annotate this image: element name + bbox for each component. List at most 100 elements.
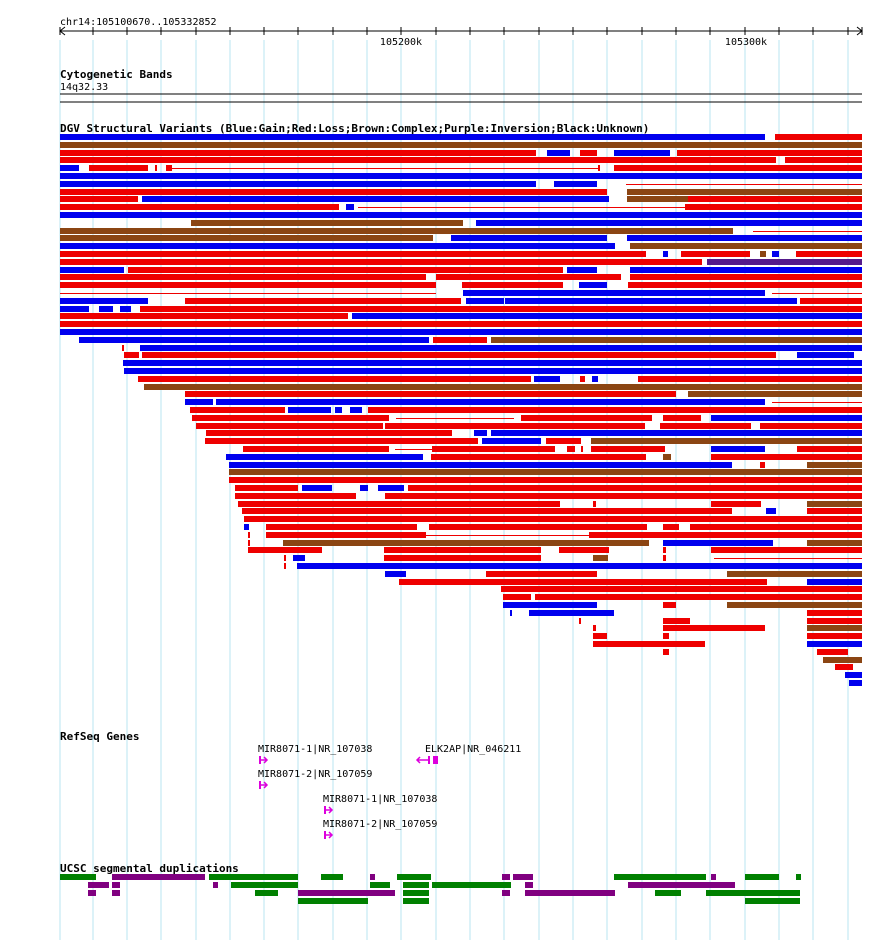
dgv-variant-bar[interactable] (663, 251, 668, 257)
segdup-bar[interactable] (255, 890, 278, 896)
minus-strand-arrow-icon[interactable] (415, 756, 428, 764)
dgv-variant-bar[interactable] (124, 368, 862, 374)
gene-exon[interactable] (433, 756, 438, 764)
segdup-bar[interactable] (502, 874, 510, 880)
dgv-variant-bar[interactable] (436, 274, 621, 280)
dgv-variant-bar[interactable] (155, 165, 157, 171)
plus-strand-arrow-icon[interactable] (325, 831, 334, 839)
segdup-bar[interactable] (711, 874, 716, 880)
dgv-variant-bar[interactable] (627, 196, 688, 202)
dgv-variant-bar[interactable] (192, 415, 389, 421)
dgv-variant-bar[interactable] (122, 345, 124, 351)
segdup-bar[interactable] (525, 882, 533, 888)
dgv-variant-bar[interactable] (123, 360, 862, 366)
dgv-variant-bar[interactable] (60, 251, 646, 257)
dgv-variant-bar[interactable] (593, 555, 608, 561)
dgv-variant-bar[interactable] (248, 547, 322, 553)
gene-exon[interactable] (428, 756, 430, 764)
dgv-variant-bar[interactable] (128, 267, 563, 273)
dgv-variant-bar[interactable] (140, 306, 862, 312)
dgv-variant-bar[interactable] (796, 251, 862, 257)
dgv-variant-bar[interactable] (352, 313, 382, 319)
dgv-variant-bar[interactable] (486, 571, 597, 577)
dgv-variant-bar[interactable] (350, 407, 362, 413)
dgv-variant-bar[interactable] (807, 641, 862, 647)
dgv-variant-bar[interactable] (580, 376, 585, 382)
segdup-bar[interactable] (628, 882, 735, 888)
segdup-bar[interactable] (370, 882, 390, 888)
dgv-variant-bar[interactable] (368, 407, 862, 413)
dgv-variant-bar[interactable] (775, 134, 862, 140)
dgv-variant-bar[interactable] (529, 610, 614, 616)
dgv-variant-bar[interactable] (567, 267, 597, 273)
dgv-variant-bar[interactable] (663, 649, 669, 655)
dgv-variant-bar[interactable] (727, 602, 862, 608)
segdup-bar[interactable] (403, 890, 429, 896)
segdup-bar[interactable] (397, 874, 431, 880)
dgv-variant-bar[interactable] (807, 540, 862, 546)
dgv-variant-bar[interactable] (190, 407, 285, 413)
dgv-variant-bar[interactable] (185, 298, 461, 304)
dgv-variant-bar[interactable] (521, 415, 652, 421)
dgv-variant-bar[interactable] (591, 438, 862, 444)
dgv-variant-bar[interactable] (567, 446, 575, 452)
dgv-variant-bar[interactable] (360, 485, 368, 491)
dgv-variant-bar[interactable] (205, 438, 478, 444)
dgv-variant-bar[interactable] (505, 298, 797, 304)
dgv-variant-bar[interactable] (688, 196, 862, 202)
dgv-variant-bar[interactable] (593, 633, 607, 639)
segdup-bar[interactable] (298, 890, 395, 896)
dgv-variant-bar[interactable] (60, 274, 426, 280)
dgv-variant-bar[interactable] (677, 150, 862, 156)
segdup-bar[interactable] (614, 874, 706, 880)
dgv-variant-bar[interactable] (244, 516, 862, 522)
dgv-variant-bar[interactable] (663, 540, 773, 546)
dgv-variant-bar[interactable] (663, 625, 765, 631)
segdup-bar[interactable] (231, 882, 298, 888)
dgv-variant-bar[interactable] (60, 259, 702, 265)
dgv-variant-bar[interactable] (60, 189, 607, 195)
segdup-bar[interactable] (796, 874, 801, 880)
segdup-features[interactable] (60, 874, 801, 904)
dgv-variant-bar[interactable] (681, 251, 750, 257)
dgv-variant-bar[interactable] (772, 251, 779, 257)
dgv-variant-bar[interactable] (535, 594, 862, 600)
dgv-variant-bar[interactable] (688, 391, 862, 397)
dgv-variant-bar[interactable] (663, 602, 676, 608)
dgv-variant-bar[interactable] (491, 430, 862, 436)
dgv-variant-bar[interactable] (385, 423, 645, 429)
dgv-variant-bar[interactable] (760, 462, 765, 468)
dgv-variant-bar[interactable] (711, 446, 765, 452)
dgv-variant-bar[interactable] (124, 352, 139, 358)
dgv-variant-bar[interactable] (243, 446, 389, 452)
dgv-variant-bar[interactable] (284, 555, 286, 561)
dgv-variant-bar[interactable] (690, 524, 862, 530)
dgv-variant-bar[interactable] (491, 337, 862, 343)
dgv-variant-bar[interactable] (384, 555, 541, 561)
dgv-variant-bar[interactable] (685, 204, 862, 210)
dgv-variant-bar[interactable] (60, 157, 776, 163)
dgv-features[interactable] (60, 134, 862, 686)
dgv-variant-bar[interactable] (630, 243, 862, 249)
dgv-variant-bar[interactable] (760, 251, 766, 257)
gene-glyphs[interactable] (259, 756, 438, 839)
dgv-variant-bar[interactable] (559, 547, 609, 553)
dgv-variant-bar[interactable] (845, 672, 862, 678)
dgv-variant-bar[interactable] (663, 446, 665, 452)
dgv-variant-bar[interactable] (60, 181, 536, 187)
dgv-variant-bar[interactable] (408, 485, 862, 491)
dgv-variant-bar[interactable] (476, 220, 862, 226)
segdup-bar[interactable] (403, 882, 429, 888)
dgv-variant-bar[interactable] (466, 298, 504, 304)
dgv-variant-bar[interactable] (429, 524, 647, 530)
dgv-variant-bar[interactable] (807, 625, 862, 631)
dgv-variant-bar[interactable] (229, 469, 862, 475)
dgv-variant-bar[interactable] (60, 173, 862, 179)
segdup-bar[interactable] (525, 890, 615, 896)
dgv-variant-bar[interactable] (60, 228, 733, 234)
dgv-variant-bar[interactable] (142, 352, 776, 358)
segdup-bar[interactable] (502, 890, 510, 896)
dgv-variant-bar[interactable] (800, 298, 862, 304)
dgv-variant-bar[interactable] (191, 220, 463, 226)
dgv-variant-bar[interactable] (849, 680, 862, 686)
